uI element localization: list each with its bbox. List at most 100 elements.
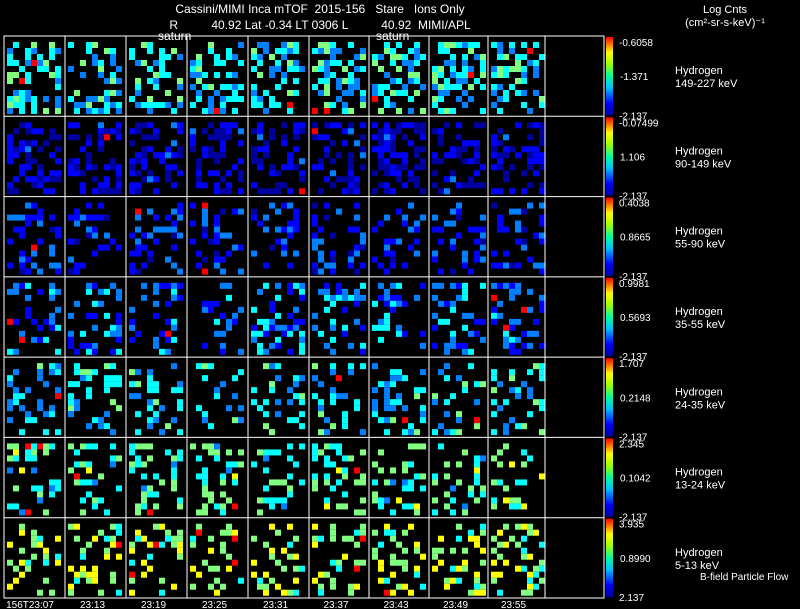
- heatmap-cell: [74, 158, 80, 165]
- heatmap-cell: [159, 541, 165, 548]
- heatmap-cell: [49, 589, 55, 596]
- heatmap-cell: [408, 60, 414, 66]
- heatmap-cell: [25, 294, 31, 301]
- heatmap-cell: [98, 244, 104, 251]
- heatmap-cell: [208, 48, 214, 54]
- heatmap-cell: [402, 182, 408, 189]
- heatmap-cell: [384, 288, 390, 295]
- heatmap-cell: [330, 72, 336, 78]
- heatmap-cell: [474, 122, 480, 129]
- heatmap-cell: [269, 324, 275, 331]
- heatmap-cell: [491, 134, 497, 141]
- heatmap-cell: [275, 342, 281, 349]
- heatmap-cell: [232, 72, 238, 78]
- heatmap-cell: [509, 84, 515, 90]
- heatmap-cell: [420, 485, 426, 492]
- heatmap-cell: [287, 399, 293, 406]
- heatmap-cell: [491, 72, 497, 78]
- heatmap-cell: [31, 443, 37, 450]
- heatmap-cell: [19, 330, 25, 337]
- heatmap-cell: [7, 503, 13, 510]
- heatmap-cell: [372, 405, 378, 412]
- heatmap-cell: [141, 42, 147, 48]
- heatmap-cell: [509, 336, 515, 343]
- heatmap-cell: [299, 318, 305, 325]
- heatmap-cell: [202, 220, 208, 227]
- heatmap-cell: [372, 491, 378, 498]
- heatmap-cell: [80, 262, 86, 269]
- heatmap-cell: [444, 583, 450, 590]
- heatmap-cell: [275, 208, 281, 215]
- heatmap-cell: [474, 577, 480, 584]
- heatmap-cell: [92, 503, 98, 510]
- heatmap-cell: [25, 78, 31, 84]
- heatmap-cell: [539, 182, 545, 189]
- heatmap-cell: [232, 375, 238, 382]
- heatmap-cell: [269, 318, 275, 325]
- heatmap-cell: [153, 282, 159, 289]
- heatmap-cell: [7, 417, 13, 424]
- heatmap-cell: [263, 411, 269, 418]
- heatmap-cell: [147, 369, 153, 376]
- heatmap-cell: [165, 300, 171, 307]
- heatmap-cell: [171, 461, 177, 468]
- heatmap-cell: [414, 250, 420, 257]
- heatmap-cell: [55, 262, 61, 269]
- heatmap-cell: [336, 288, 342, 295]
- heatmap-cell: [80, 565, 86, 572]
- heatmap-cell: [396, 66, 402, 72]
- heatmap-cell: [98, 146, 104, 153]
- heatmap-cell: [110, 330, 116, 337]
- heatmap-cell: [74, 134, 80, 141]
- heatmap-cell: [521, 423, 527, 430]
- heatmap-cell: [390, 188, 396, 195]
- heatmap-cell: [269, 202, 275, 209]
- heatmap-cell: [141, 535, 147, 542]
- heatmap-cell: [287, 288, 293, 295]
- heatmap-cell: [390, 250, 396, 257]
- heatmap-cell: [402, 54, 408, 60]
- heatmap-cell: [202, 128, 208, 135]
- heatmap-cell: [503, 559, 509, 566]
- heatmap-cell: [312, 108, 318, 114]
- heatmap-cell: [503, 90, 509, 96]
- heatmap-cell: [31, 467, 37, 474]
- heatmap-cell: [384, 96, 390, 102]
- heatmap-cell: [238, 577, 244, 584]
- heatmap-cell: [497, 461, 503, 468]
- heatmap-cell: [318, 60, 324, 66]
- heatmap-cell: [348, 342, 354, 349]
- heatmap-cell: [177, 503, 183, 510]
- heatmap-cell: [509, 375, 515, 382]
- heatmap-cell: [468, 348, 474, 355]
- heatmap-cell: [7, 214, 13, 221]
- heatmap-cell: [378, 318, 384, 325]
- heatmap-cell: [159, 60, 165, 66]
- heatmap-cell: [462, 256, 468, 263]
- heatmap-cell: [25, 220, 31, 227]
- heatmap-cell: [402, 158, 408, 165]
- heatmap-cell: [74, 164, 80, 171]
- heatmap-cell: [324, 455, 330, 462]
- heatmap-cell: [299, 288, 305, 295]
- heatmap-cell: [360, 66, 366, 72]
- heatmap-cell: [226, 72, 232, 78]
- heatmap-cell: [480, 238, 486, 245]
- heatmap-cell: [299, 423, 305, 430]
- heatmap-cell: [480, 122, 486, 129]
- heatmap-cell: [372, 256, 378, 263]
- heatmap-cell: [214, 565, 220, 572]
- heatmap-cell: [515, 282, 521, 289]
- heatmap-cell: [474, 158, 480, 165]
- heatmap-cell: [438, 547, 444, 554]
- heatmap-row-5: [7, 363, 545, 436]
- heatmap-cell: [135, 182, 141, 189]
- heatmap-cell: [147, 485, 153, 492]
- heatmap-cell: [420, 134, 426, 141]
- heatmap-cell: [342, 188, 348, 195]
- heatmap-cell: [468, 66, 474, 72]
- time-tick-label: 23:19: [141, 600, 166, 609]
- heatmap-cell: [444, 220, 450, 227]
- heatmap-cell: [360, 449, 366, 456]
- heatmap-cell: [135, 381, 141, 388]
